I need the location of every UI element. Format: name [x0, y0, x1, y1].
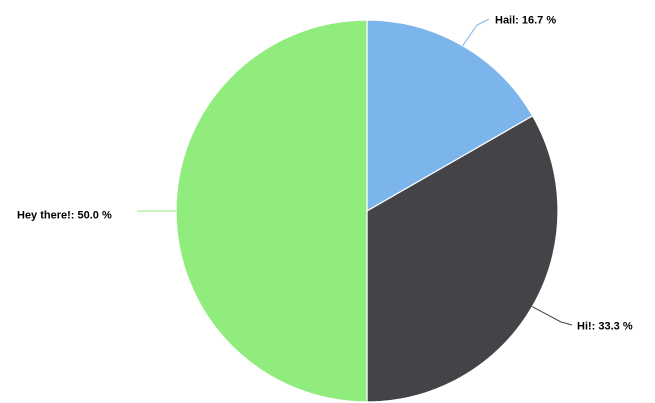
data-label-hail: Hail: 16.7 % [495, 15, 556, 27]
pie-slice-hail[interactable] [366, 19, 534, 213]
labels-layer: Hail: 16.7 % Hi!: 33.3 % Hey there!: 50.… [17, 15, 633, 333]
pie-slice-hi[interactable] [366, 115, 559, 403]
data-label-hey-there: Hey there!: 50.0 % [17, 210, 112, 222]
slices-layer [175, 19, 559, 403]
data-label-hi: Hi!: 33.3 % [577, 321, 633, 333]
pie-slice-hey-there[interactable] [175, 19, 368, 403]
connector-line-hi [532, 306, 573, 326]
connector-line-hail [462, 18, 490, 46]
connectors-layer [137, 18, 573, 326]
